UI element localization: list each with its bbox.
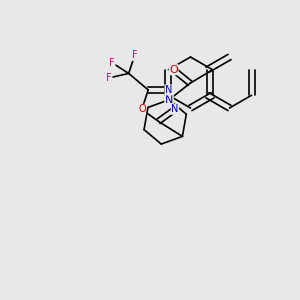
Text: F: F <box>110 58 115 68</box>
Text: N: N <box>165 95 173 105</box>
Text: N: N <box>171 104 178 114</box>
Text: N: N <box>165 85 172 95</box>
Text: O: O <box>169 65 178 75</box>
Text: F: F <box>132 50 137 60</box>
Text: F: F <box>106 73 112 83</box>
Text: O: O <box>138 104 146 114</box>
